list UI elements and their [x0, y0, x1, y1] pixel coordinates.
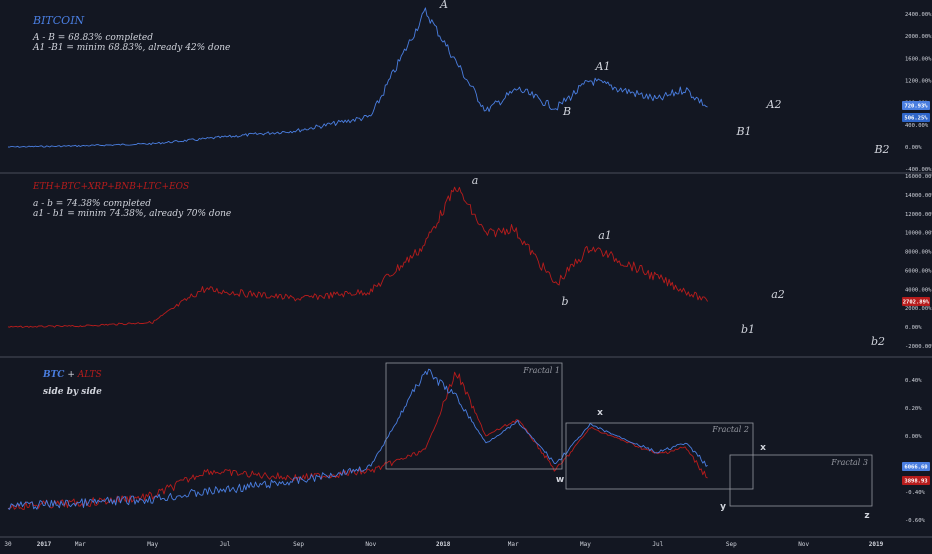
price-tag-label: 6066.60	[904, 465, 927, 471]
y-tick-label: 8000.00%	[905, 250, 932, 256]
x-tick-label: 2019	[869, 541, 884, 548]
compare-title-alts: ALTS	[77, 370, 102, 380]
compare-subtitle: side by side	[43, 387, 102, 397]
y-tick-label: 0.40%	[905, 378, 922, 384]
wave-label: A2	[766, 98, 782, 111]
x-tick-label: May	[580, 541, 591, 548]
x-tick-label: Sep	[726, 541, 737, 548]
y-tick-label: 0.20%	[905, 406, 922, 412]
compare-title-btc: BTC	[43, 370, 65, 380]
y-tick-label: -0.40%	[905, 490, 926, 496]
price-tag-label: 506.25%	[904, 116, 928, 122]
y-tick-label: 1600.00%	[905, 56, 932, 62]
wave-label: b1	[741, 323, 755, 336]
price-tag-label: 3898.93	[904, 479, 927, 485]
y-tick-label: -0.60%	[905, 518, 926, 524]
x-tick-label: May	[147, 541, 158, 548]
x-tick-label: 2018	[436, 541, 451, 548]
btc-note-2: A1 -B1 = minim 68.83%, already 42% done	[33, 43, 231, 53]
wave-label: B2	[873, 143, 889, 156]
compare-panel-title: BTC + ALTS	[43, 370, 102, 380]
price-tag-bg	[902, 101, 930, 110]
y-tick-label: 4000.00%	[905, 287, 932, 293]
btc-line	[7, 7, 708, 148]
wave-label: a2	[771, 288, 785, 301]
compare-title-plus: +	[64, 370, 78, 380]
y-tick-label: 400.00%	[905, 123, 929, 129]
price-tag-bg	[902, 113, 930, 122]
wave-label: B1	[735, 125, 751, 138]
btc-panel-title: BITCOIN	[33, 14, 85, 27]
fractal-label: Fractal 1	[522, 366, 560, 375]
x-tick-label: Jul	[652, 541, 663, 548]
y-tick-label: -2000.00%	[905, 344, 932, 350]
y-tick-label: 1200.00%	[905, 79, 932, 85]
compare-btc-line	[7, 368, 708, 510]
y-tick-label: 16000.00%	[905, 174, 932, 180]
x-tick-label: Mar	[75, 541, 86, 548]
wave-label: y	[720, 502, 726, 512]
wave-label: x	[597, 408, 603, 418]
x-tick-label: 2017	[37, 541, 52, 548]
x-tick-label: Sep	[293, 541, 304, 548]
btc-note-1: A - B = 68.83% completed	[33, 33, 153, 43]
price-tag-label: 720.93%	[904, 104, 928, 110]
price-tag-bg	[902, 462, 930, 471]
y-tick-label: 0.00%	[905, 325, 922, 331]
y-tick-label: 2400.00%	[905, 12, 932, 18]
fractal-label: Fractal 3	[830, 458, 868, 467]
y-tick-label: -400.00%	[905, 167, 932, 173]
fractal-box	[385, 362, 563, 470]
price-tag-label: 2702.89%	[903, 300, 930, 306]
eth-note-2: a1 - b1 = minim 74.38%, already 70% done	[33, 209, 232, 219]
eth-note-1: a - b = 74.38% completed	[33, 199, 151, 209]
y-tick-label: 2000.00%	[905, 34, 932, 40]
fractal-box	[565, 422, 754, 490]
x-tick-label: Mar	[508, 541, 519, 548]
x-tick-label: Jul	[220, 541, 231, 548]
x-tick-label: Nov	[798, 541, 809, 548]
wave-label: a1	[598, 229, 612, 242]
wave-label: B	[562, 105, 571, 118]
wave-label: x	[760, 443, 766, 453]
y-tick-label: 12000.00%	[905, 212, 932, 218]
y-tick-label: 10000.00%	[905, 231, 932, 237]
fractal-label: Fractal 2	[711, 425, 749, 434]
alts-line	[7, 186, 708, 328]
wave-label: A1	[595, 60, 611, 73]
y-tick-label: 14000.00%	[905, 193, 932, 199]
compare-alts-line	[7, 371, 708, 510]
y-tick-label: 2000.00%	[905, 306, 932, 312]
y-tick-label: 0.00%	[905, 434, 922, 440]
eth-panel-title: ETH+BTC+XRP+BNB+LTC+EOS	[33, 182, 190, 192]
wave-label: b2	[871, 335, 885, 348]
wave-label: w	[556, 475, 564, 485]
wave-label: b	[561, 295, 568, 308]
fractal-box	[729, 454, 873, 507]
wave-label: z	[864, 511, 869, 521]
y-tick-label: 6000.00%	[905, 268, 932, 274]
price-tag-bg	[902, 297, 930, 306]
wave-label: A	[439, 0, 448, 11]
price-tag-bg	[902, 476, 930, 485]
x-tick-label: 30	[4, 541, 12, 548]
y-tick-label: 0.00%	[905, 145, 922, 151]
x-tick-label: Nov	[365, 541, 376, 548]
wave-label: a	[472, 174, 479, 187]
